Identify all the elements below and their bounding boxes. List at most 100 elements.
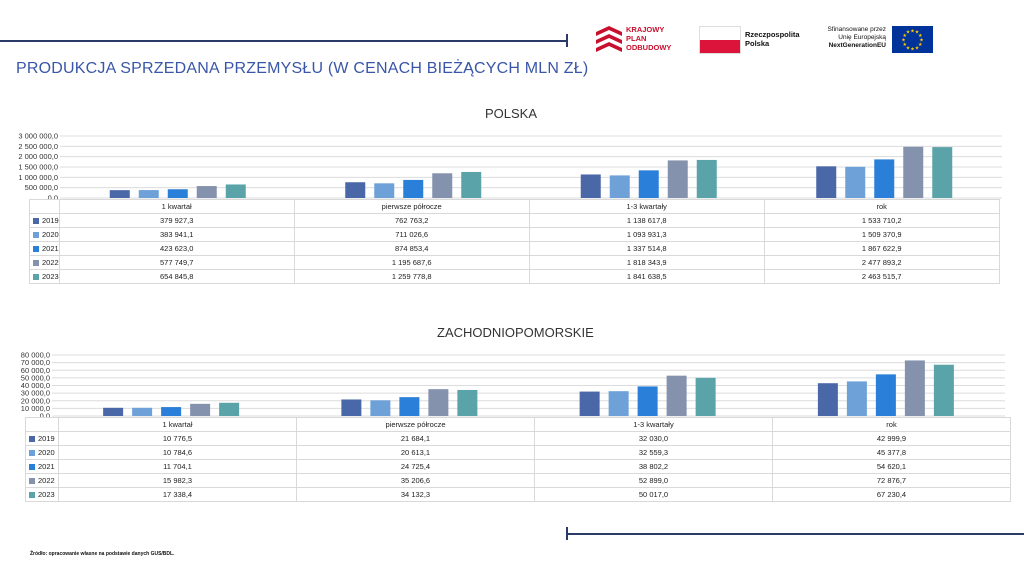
data-label: 1 195 687,6 [293, 255, 530, 270]
legend-swatch [33, 274, 39, 281]
data-label: 45 377,8 [772, 445, 1011, 460]
data-label: 711 026,6 [293, 227, 530, 242]
data-label: 1 818 343,9 [528, 255, 765, 270]
rp-logo: Rzeczpospolita Polska [699, 26, 800, 54]
rp-logo-text: Rzeczpospolita Polska [745, 30, 800, 48]
rp-line-2: Polska [745, 39, 770, 48]
eu-star-icon: ★ [910, 29, 915, 35]
data-label: 1 867 622,9 [763, 241, 1000, 256]
data-label: 32 030,0 [534, 431, 773, 446]
data-label: 24 725,4 [296, 459, 535, 474]
data-label: 1 259 778,8 [293, 269, 530, 284]
data-label: 423 623,0 [58, 241, 295, 256]
bar-2020 [845, 166, 866, 198]
legend-swatch [33, 232, 39, 239]
category-label: 1 kwartał [58, 199, 295, 214]
eu-star-icon: ★ [918, 33, 923, 39]
data-label: 34 132,3 [296, 487, 535, 502]
bar-2022 [432, 173, 453, 198]
kpo-emblem-icon [596, 26, 622, 52]
eu-star-icon: ★ [918, 42, 923, 48]
data-label: 1 533 710,2 [763, 213, 1000, 228]
bar-2022 [904, 360, 925, 416]
data-label: 15 982,3 [58, 473, 297, 488]
bar-2021 [161, 407, 182, 416]
bar-2021 [399, 397, 420, 416]
category-label: 1-3 kwartały [528, 199, 765, 214]
eu-line-1: Sfinansowane przez [827, 26, 886, 33]
legend-swatch [29, 478, 35, 485]
data-label: 1 138 617,8 [528, 213, 765, 228]
bar-2022 [190, 403, 211, 416]
table-row: 2023 17 338,4 34 132,3 50 017,0 67 230,4 [25, 487, 1011, 502]
eu-star-icon: ★ [902, 42, 907, 48]
series-label: 2022 [25, 473, 59, 488]
data-label: 762 763,2 [293, 213, 530, 228]
poland-flag-icon [699, 26, 741, 54]
bar-2021 [875, 374, 896, 416]
bar-2022 [428, 389, 449, 416]
eu-star-icon: ★ [919, 38, 924, 44]
data-label: 1 337 514,8 [528, 241, 765, 256]
table-row: 2019 10 776,5 21 684,1 32 030,0 42 999,9 [25, 431, 1011, 446]
eu-line-2: Unię Europejską [838, 34, 886, 41]
data-label: 577 749,7 [58, 255, 295, 270]
table-row: 2019 379 927,3 762 763,2 1 138 617,8 1 533 7… [29, 213, 1000, 228]
bar-2021 [403, 179, 424, 198]
y-tick-label: 1 000 000,0 [18, 173, 58, 182]
bar-2023 [696, 159, 717, 198]
series-label: 2019 [25, 431, 59, 446]
y-tick-label: 50 000,0 [21, 373, 50, 382]
data-label: 54 620,1 [772, 459, 1011, 474]
y-tick-label: 70 000,0 [21, 358, 50, 367]
series-label: 2023 [25, 487, 59, 502]
eu-star-icon: ★ [901, 38, 906, 44]
category-label: 1-3 kwartały [534, 417, 773, 432]
legend-swatch [29, 436, 35, 443]
eu-logo-text: Sfinansowane przez Unię Europejską NextG… [814, 26, 886, 50]
data-table-zachodniopomorskie: 1 kwartał pierwsze półrocze 1-3 kwartały ro… [25, 417, 1011, 502]
chart-plot-polska: 0,0 500 000,01 000 000,01 500 000,0 2 000 … [18, 132, 1002, 200]
bar-2019 [580, 174, 601, 198]
y-tick-label: 2 500 000,0 [18, 142, 58, 151]
bar-2019 [816, 166, 837, 198]
bottom-rule-tick [566, 527, 568, 540]
bottom-rule [567, 533, 1024, 535]
top-rule [0, 40, 567, 42]
data-label: 50 017,0 [534, 487, 773, 502]
series-label: 2022 [29, 255, 60, 270]
series-label: 2021 [29, 241, 60, 256]
bar-2020 [138, 190, 159, 198]
source-note: Źródło: opracowanie własne na podstawie … [30, 551, 175, 557]
table-row: 2020 383 941,1 711 026,6 1 093 931,3 1 509 3… [29, 227, 1000, 242]
series-label: 2023 [29, 269, 60, 284]
eu-star-icon: ★ [915, 45, 920, 51]
rp-line-1: Rzeczpospolita [745, 30, 800, 39]
table-row: 2022 15 982,3 35 206,6 52 899,0 72 876,7 [25, 473, 1011, 488]
y-tick-label: 3 000 000,0 [18, 132, 58, 141]
legend-swatch [29, 492, 35, 499]
eu-flag-icon: ★ ★ ★ ★ ★ ★ ★ ★ ★ ★ ★ ★ [892, 26, 933, 53]
legend-swatch [29, 464, 35, 471]
bar-2019 [579, 391, 600, 416]
eu-star-icon: ★ [906, 30, 911, 36]
y-tick-label: 80 000,0 [21, 351, 50, 360]
kpo-logo-text: KRAJOWY PLAN ODBUDOWY [626, 25, 671, 52]
table-row: 2021 423 623,0 874 853,4 1 337 514,8 1 867 6… [29, 241, 1000, 256]
y-tick-label: 1 500 000,0 [18, 163, 58, 172]
y-tick-label: 20 000,0 [21, 396, 50, 405]
data-label: 874 853,4 [293, 241, 530, 256]
bar-2021 [638, 170, 659, 198]
data-label: 1 841 638,5 [528, 269, 765, 284]
category-label: 1 kwartał [58, 417, 297, 432]
kpo-line-1: KRAJOWY [626, 25, 665, 34]
y-tick-label: 60 000,0 [21, 366, 50, 375]
series-label: 2021 [25, 459, 59, 474]
data-label: 38 802,2 [534, 459, 773, 474]
bar-2022 [666, 375, 687, 416]
legend-swatch [33, 218, 39, 225]
bar-2019 [817, 383, 838, 416]
data-label: 383 941,1 [58, 227, 295, 242]
table-row: 2021 11 704,1 24 725,4 38 802,2 54 620,1 [25, 459, 1011, 474]
bar-2023 [933, 364, 954, 416]
